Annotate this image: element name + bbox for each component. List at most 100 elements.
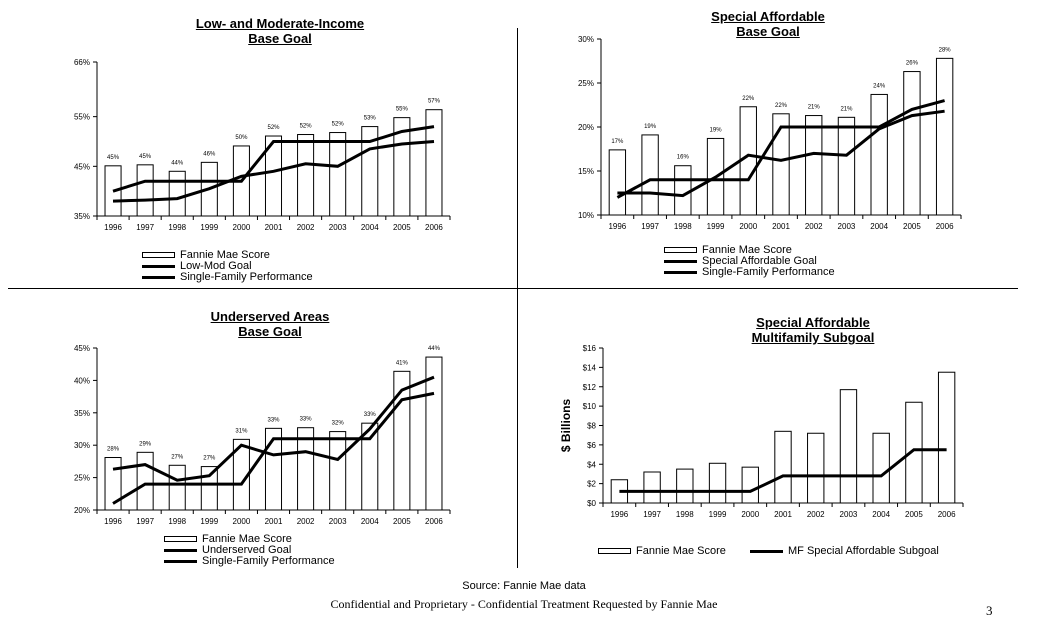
bar-data-label: 33% (300, 417, 313, 423)
chart-legend: Fannie Mae Score MF Special Affordable S… (598, 545, 1038, 559)
bar-data-label: 41% (396, 360, 409, 366)
x-tick-label: 2001 (774, 510, 792, 519)
bar (168, 170, 186, 217)
x-tick-label: 1998 (674, 222, 692, 231)
chart-plot: 35% 45% 55% 66% 1996 1997 1998 1999 2000 2001 2002… (74, 58, 451, 232)
bar (837, 116, 856, 216)
bar (905, 401, 923, 504)
x-tick-label: 1999 (200, 223, 218, 232)
y-tick-label: 25% (578, 79, 594, 88)
x-tick-label: 2002 (297, 223, 315, 232)
chart-plot: $0 $2 $4 $6 $8 $10 $12 $14 $16 1996 1997 1998 1999 20… (559, 344, 964, 519)
bar-data-label: 31% (235, 428, 248, 434)
legend-label: Fannie Mae Score (636, 545, 726, 557)
chart-title-line1: Special Affordable (711, 9, 825, 24)
x-tick-label: 2000 (233, 223, 251, 232)
legend-label: Low-Mod Goal (180, 260, 252, 272)
x-tick-label: 1998 (676, 510, 694, 519)
bar-data-label: 32% (332, 421, 345, 427)
x-tick-label: 1997 (643, 510, 661, 519)
chart-title-line1: Special Affordable (756, 315, 870, 330)
y-tick-label: $0 (587, 499, 596, 508)
bar (136, 164, 154, 217)
y-tick-label: 35% (74, 212, 90, 221)
x-tick-label: 1997 (641, 222, 659, 231)
x-tick-label: 2004 (361, 223, 379, 232)
bar (708, 462, 727, 504)
y-tick-label: 40% (74, 376, 90, 385)
y-tick-label: 20% (578, 123, 594, 132)
bar (329, 132, 347, 217)
bar (264, 135, 283, 217)
y-tick-label: $12 (583, 383, 597, 392)
chart-subtitle: Multifamily Subgoal (751, 330, 875, 345)
x-tick-label: 2002 (297, 517, 315, 526)
bar (425, 109, 443, 217)
bar (643, 471, 661, 504)
legend-label: Special Affordable Goal (702, 255, 817, 267)
x-tick-label: 2006 (425, 223, 443, 232)
x-tick-label: 2002 (805, 222, 823, 231)
series-line-1 (112, 125, 435, 193)
bar-data-label: 44% (428, 346, 441, 352)
chart-underserved-areas: Underserved Areas Base Goal 20% 25% 30% 35%… (0, 289, 517, 579)
bar (608, 149, 627, 216)
bar (676, 468, 694, 504)
bar (805, 115, 823, 216)
series-line-1 (619, 448, 947, 493)
x-tick-label: 1996 (104, 517, 122, 526)
bar-data-label: 45% (107, 155, 120, 161)
y-tick-label: 45% (74, 344, 90, 353)
bar-data-label: 22% (742, 96, 755, 102)
series-line-2 (112, 140, 435, 203)
x-tick-label: 2000 (741, 510, 759, 519)
legend-swatch-line (164, 560, 197, 563)
x-tick-label: 1999 (707, 222, 725, 231)
chart-title: Underserved Areas Base Goal (120, 309, 420, 339)
bar (297, 134, 315, 217)
bar-data-label: 16% (677, 155, 690, 161)
y-tick-label: 25% (74, 474, 90, 483)
legend-swatch-line (750, 550, 783, 553)
y-tick-label: $14 (583, 363, 597, 372)
bar-data-label: 52% (267, 125, 280, 131)
legend-label: Fannie Mae Score (702, 244, 792, 256)
y-tick-label: 55% (74, 113, 90, 122)
x-tick-label: 2003 (840, 510, 858, 519)
bar (807, 432, 825, 504)
y-tick-label: 30% (74, 441, 90, 450)
bar-data-label: 29% (139, 441, 152, 447)
series-line-2 (112, 375, 435, 482)
chart-subtitle: Base Goal (248, 31, 312, 46)
y-tick-label: 20% (74, 506, 90, 515)
page-number: 3 (986, 603, 993, 618)
chart-title: Low- and Moderate-Income Base Goal (130, 16, 430, 46)
legend-swatch-line (664, 271, 697, 274)
x-tick-label: 1997 (136, 223, 154, 232)
chart-title-line1: Underserved Areas (210, 309, 330, 324)
bar-data-label: 17% (611, 139, 624, 145)
x-tick-label: 2003 (329, 223, 347, 232)
x-tick-label: 2006 (936, 222, 954, 231)
bar-data-label: 24% (873, 83, 886, 89)
x-tick-label: 2001 (772, 222, 790, 231)
bar (935, 57, 954, 216)
legend-swatch-line (142, 265, 175, 268)
bar-data-label: 27% (171, 454, 184, 460)
x-tick-label: 1999 (200, 517, 218, 526)
y-tick-label: 35% (74, 409, 90, 418)
legend-swatch-line (164, 549, 197, 552)
x-tick-label: 1999 (709, 510, 727, 519)
legend-swatch-bar (164, 536, 197, 542)
y-tick-label: $6 (587, 441, 596, 450)
y-tick-label: 66% (74, 58, 90, 67)
y-tick-label: $4 (587, 460, 596, 469)
series-line-2 (617, 109, 945, 198)
bar-data-label: 22% (775, 103, 788, 109)
legend-swatch-bar (664, 247, 697, 253)
x-tick-label: 1998 (168, 223, 186, 232)
chart-title: Special Affordable Multifamily Subgoal (668, 315, 958, 345)
chart-special-affordable-multifamily: Special Affordable Multifamily Subgoal $… (518, 289, 1048, 579)
legend-label: Single-Family Performance (180, 271, 313, 283)
y-tick-label: 15% (578, 167, 594, 176)
